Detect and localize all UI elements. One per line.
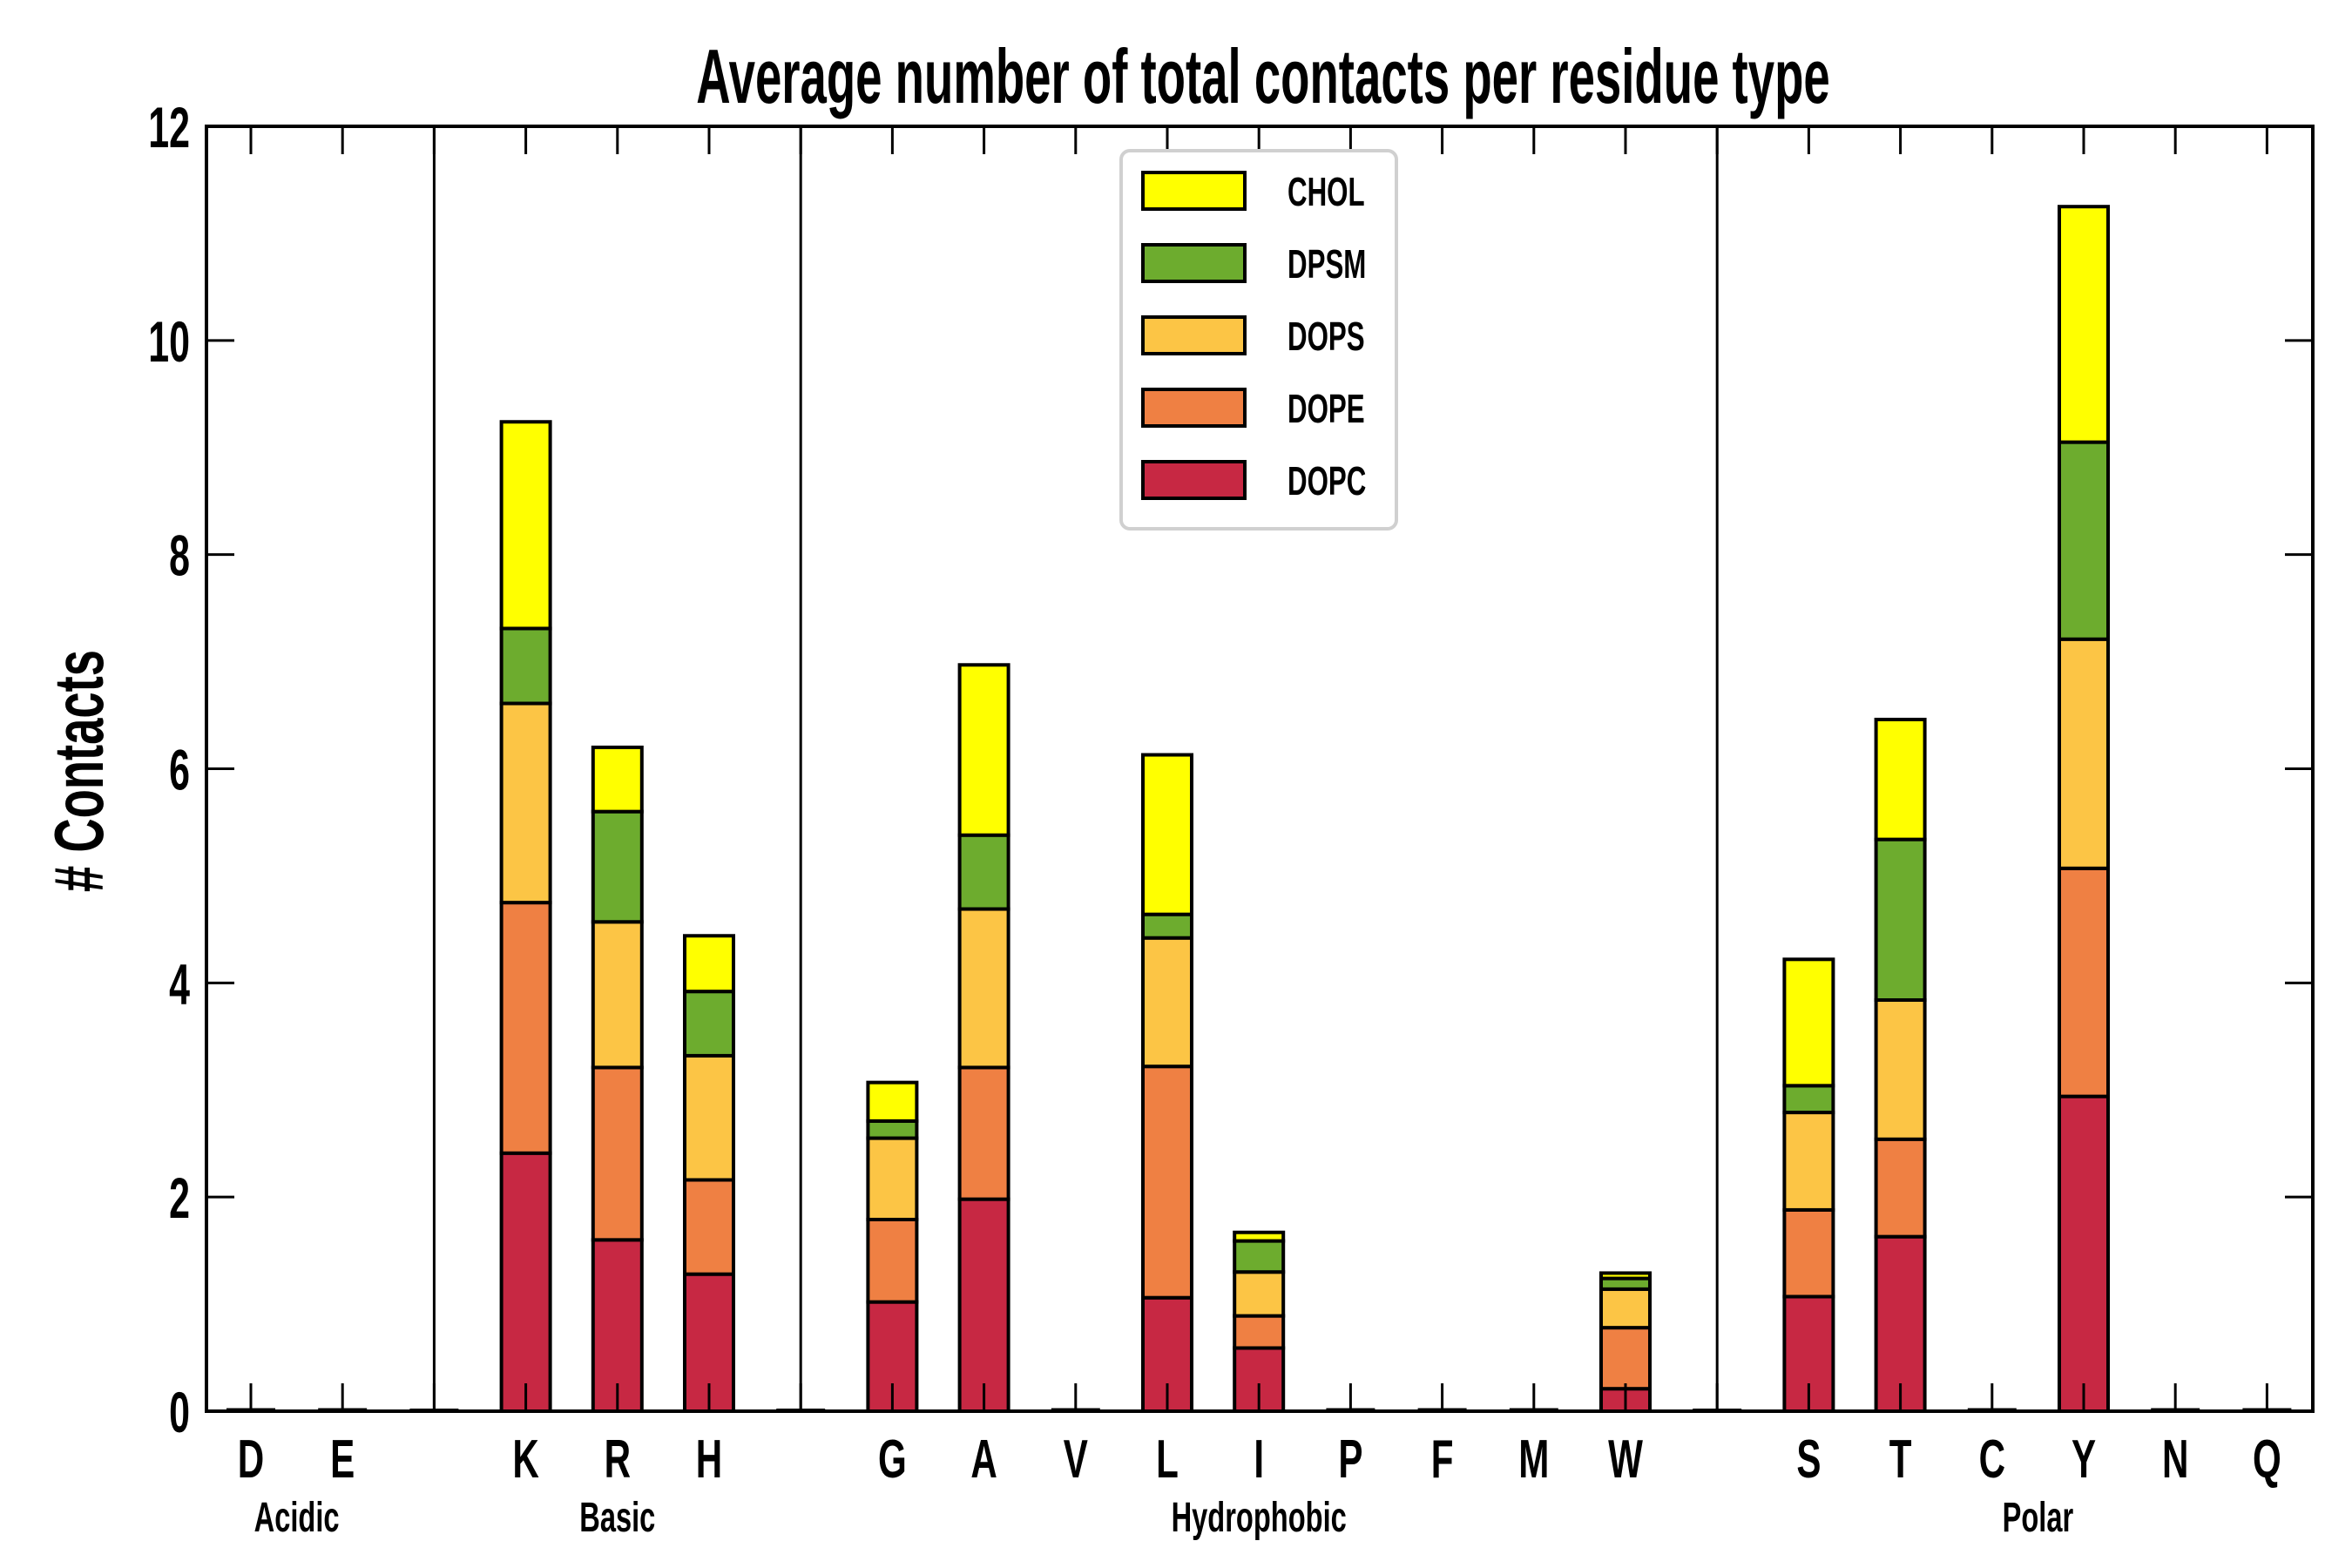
y-tick-label: 0 [169,1381,190,1445]
chart-title: Average number of total contacts per res… [696,34,1829,120]
legend-swatch-chol [1141,171,1247,211]
x-tick-label-S: S [1796,1429,1821,1490]
x-tick-label-P: P [1338,1429,1362,1490]
x-tick-label-H: H [696,1429,722,1490]
bar-segment-A-dopc [957,1197,1010,1413]
bar-segment-K-dope [499,901,552,1155]
bar-segment-A-dpsm [957,833,1010,911]
y-tick-label: 4 [169,952,190,1017]
bar-segment-L-dope [1141,1064,1193,1300]
bar-segment-G-dope [866,1217,919,1304]
plot-frame [205,125,2315,1413]
legend-swatch-dope [1141,388,1247,428]
x-tick-label-V: V [1064,1429,1088,1490]
x-tick-label-D: D [238,1429,264,1490]
bar-segment-A-dope [957,1065,1010,1201]
bar-segment-H-dops [683,1053,735,1182]
bar-segment-T-chol [1874,717,1927,841]
x-tick-label-T: T [1889,1429,1912,1490]
bar-segment-T-dops [1874,998,1927,1141]
legend-label-dopc: DOPC [1288,459,1366,504]
group-labels: Acidic Basic Hydrophobic Polar [254,1494,2074,1541]
bar-segment-K-dops [499,701,552,905]
bar-segment-A-dops [957,907,1010,1070]
bar-segment-H-dpsm [683,990,735,1058]
bar-segment-H-chol [683,934,735,994]
bar-segment-Y-chol [2058,205,2110,444]
group-label-polar: Polar [2003,1494,2074,1541]
bar-segment-K-chol [499,420,552,631]
x-tick-label-E: E [330,1429,355,1490]
bar-segment-R-dops [591,920,644,1070]
x-tick-label-Y: Y [2072,1429,2096,1490]
bar-segment-R-chol [591,745,644,814]
legend-label-dops: DOPS [1288,314,1365,359]
group-separators [432,126,1719,1411]
bar-segment-Y-dops [2058,637,2110,870]
legend-swatch-dops [1141,315,1247,355]
bar-segment-I-dpsm [1233,1239,1286,1274]
x-tick-label-Q: Q [2253,1429,2281,1490]
y-tick-label: 6 [169,738,190,802]
bar-segment-G-dops [866,1136,919,1221]
bar-segment-S-dpsm [1782,1084,1835,1115]
group-label-hydrophobic: Hydrophobic [1172,1494,1347,1541]
bar-segment-Y-dopc [2058,1094,2110,1413]
legend-swatch-dopc [1141,460,1247,500]
bar-segment-R-dpsm [591,809,644,924]
bar-segment-R-dope [591,1065,644,1242]
bar-segment-K-dopc [499,1151,552,1414]
bar-segment-A-chol [957,663,1010,837]
legend: CHOL DPSM DOPS DOPE DOPC [1119,149,1398,531]
bars [226,205,2292,1414]
legend-swatch-dpsm [1141,243,1247,283]
bar-segment-I-chol [1233,1230,1286,1243]
y-tick-label: 2 [169,1166,190,1231]
x-tick-label-G: G [878,1429,907,1490]
bar-segment-S-dope [1782,1207,1835,1299]
bar-segment-T-dope [1874,1137,1927,1239]
x-tick-label-F: F [1431,1429,1454,1490]
y-axis-label: # Contacts [41,650,118,892]
legend-label-chol: CHOL [1288,170,1365,214]
bar-segment-L-dops [1141,936,1193,1069]
x-tick-label-W: W [1608,1429,1643,1490]
bar-segment-T-dpsm [1874,837,1927,1002]
bar-segment-W-dops [1599,1287,1652,1330]
x-tick-label-N: N [2162,1429,2188,1490]
bar-segment-H-dope [683,1178,735,1276]
group-label-basic: Basic [579,1494,655,1541]
bar-segment-S-dops [1782,1111,1835,1212]
y-tick-labels: 0 2 4 6 8 10 12 [148,96,190,1445]
x-tick-label-R: R [605,1429,631,1490]
bar-segment-K-dpsm [499,626,552,706]
bar-segment-G-dpsm [866,1119,919,1140]
y-tick-label: 8 [169,524,190,588]
y-tick-label: 10 [148,310,190,375]
bar-segment-R-dopc [591,1238,644,1414]
bar-segment-T-dopc [1874,1234,1927,1414]
bar-segment-L-chol [1141,753,1193,916]
y-tick-label: 12 [148,96,190,160]
bar-segment-G-chol [866,1080,919,1123]
x-tick-label-M: M [1518,1429,1549,1490]
bar-segment-Y-dpsm [2058,440,2110,641]
bar-segment-I-dops [1233,1270,1286,1318]
legend-label-dpsm: DPSM [1288,242,1366,287]
x-tick-label-C: C [1979,1429,2005,1490]
bar-segment-W-chol [1599,1271,1652,1281]
x-tick-label-L: L [1156,1429,1179,1490]
x-tick-label-K: K [512,1429,538,1490]
bar-segment-L-dpsm [1141,912,1193,940]
bar-segment-W-dope [1599,1326,1652,1391]
bar-segment-Y-dope [2058,866,2110,1098]
group-label-acidic: Acidic [254,1494,340,1541]
x-tick-label-A: A [970,1429,997,1490]
bar-segment-S-chol [1782,957,1835,1088]
x-tick-label-I: I [1254,1429,1264,1490]
legend-label-dope: DOPE [1288,387,1365,431]
bar-segment-I-dope [1233,1314,1286,1350]
